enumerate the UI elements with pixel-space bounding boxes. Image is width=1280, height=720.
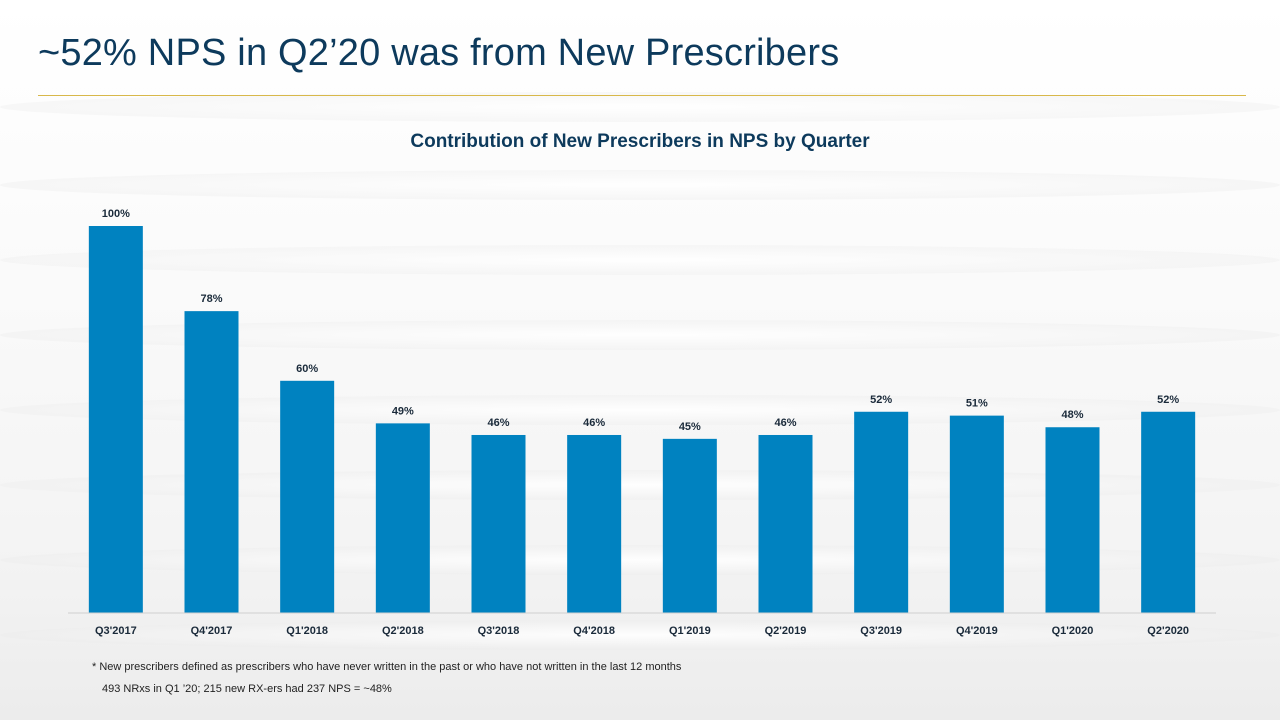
background-band (0, 245, 1280, 275)
footnote-definition: * New prescribers defined as prescribers… (92, 661, 682, 673)
x-tick-label-group: Q3'2017 Q4'2017 Q1'2018 Q2'2018 Q3'2018 Q4'20… (95, 625, 1189, 637)
bar-chart: 100% 78% 60% 49% 46% 46% 45% 46% 52% 51% 48% 52% Q3… (68, 208, 1216, 637)
bar-Q1'2020 (1045, 427, 1100, 613)
x-tick-label: Q4'2017 (191, 625, 233, 637)
bar-Q3'2018 (471, 434, 526, 613)
bar-Q2'2020 (1141, 411, 1196, 613)
x-tick-label: Q2'2020 (1147, 625, 1189, 637)
background-band (0, 170, 1280, 200)
bar-Q1'2019 (662, 438, 717, 613)
data-label: 60% (296, 363, 318, 375)
footnote-calculation: 493 NRxs in Q1 ’20; 215 new RX-ers had 2… (102, 683, 392, 695)
x-tick-label: Q3'2018 (478, 625, 520, 637)
data-label: 78% (200, 293, 222, 305)
chart-title: Contribution of New Prescribers in NPS b… (410, 131, 870, 152)
x-tick-label: Q4'2018 (573, 625, 615, 637)
x-tick-label: Q2'2018 (382, 625, 424, 637)
x-tick-label: Q4'2019 (956, 625, 998, 637)
data-label: 45% (679, 421, 701, 433)
x-tick-label: Q1'2020 (1052, 625, 1094, 637)
bar-Q4'2018 (567, 434, 622, 613)
data-label: 51% (966, 398, 988, 410)
x-tick-label: Q3'2019 (860, 625, 902, 637)
data-label: 52% (1157, 394, 1179, 406)
data-label: 46% (583, 417, 605, 429)
data-label: 46% (487, 417, 509, 429)
data-label: 52% (870, 394, 892, 406)
data-label: 46% (774, 417, 796, 429)
bar-Q2'2019 (758, 434, 813, 613)
bar-Q4'2019 (949, 415, 1004, 613)
x-tick-label: Q1'2018 (286, 625, 328, 637)
data-label: 49% (392, 405, 414, 417)
bar-Q2'2018 (375, 423, 430, 613)
title-rule (38, 95, 1246, 96)
data-label: 100% (102, 208, 130, 220)
data-label: 48% (1061, 409, 1083, 421)
bar-Q1'2018 (280, 380, 335, 613)
bar-group (88, 226, 1196, 613)
data-label-group: 100% 78% 60% 49% 46% 46% 45% 46% 52% 51% 48% 52% (102, 208, 1180, 433)
bar-Q3'2017 (88, 226, 143, 613)
x-tick-label: Q2'2019 (765, 625, 807, 637)
background-band (0, 620, 1280, 650)
slide-title: ~52% NPS in Q2’20 was from New Prescribe… (38, 32, 840, 74)
x-tick-label: Q1'2019 (669, 625, 711, 637)
bar-Q4'2017 (184, 311, 239, 613)
bar-Q3'2019 (854, 411, 909, 613)
x-tick-label: Q3'2017 (95, 625, 137, 637)
background-band (0, 92, 1280, 122)
